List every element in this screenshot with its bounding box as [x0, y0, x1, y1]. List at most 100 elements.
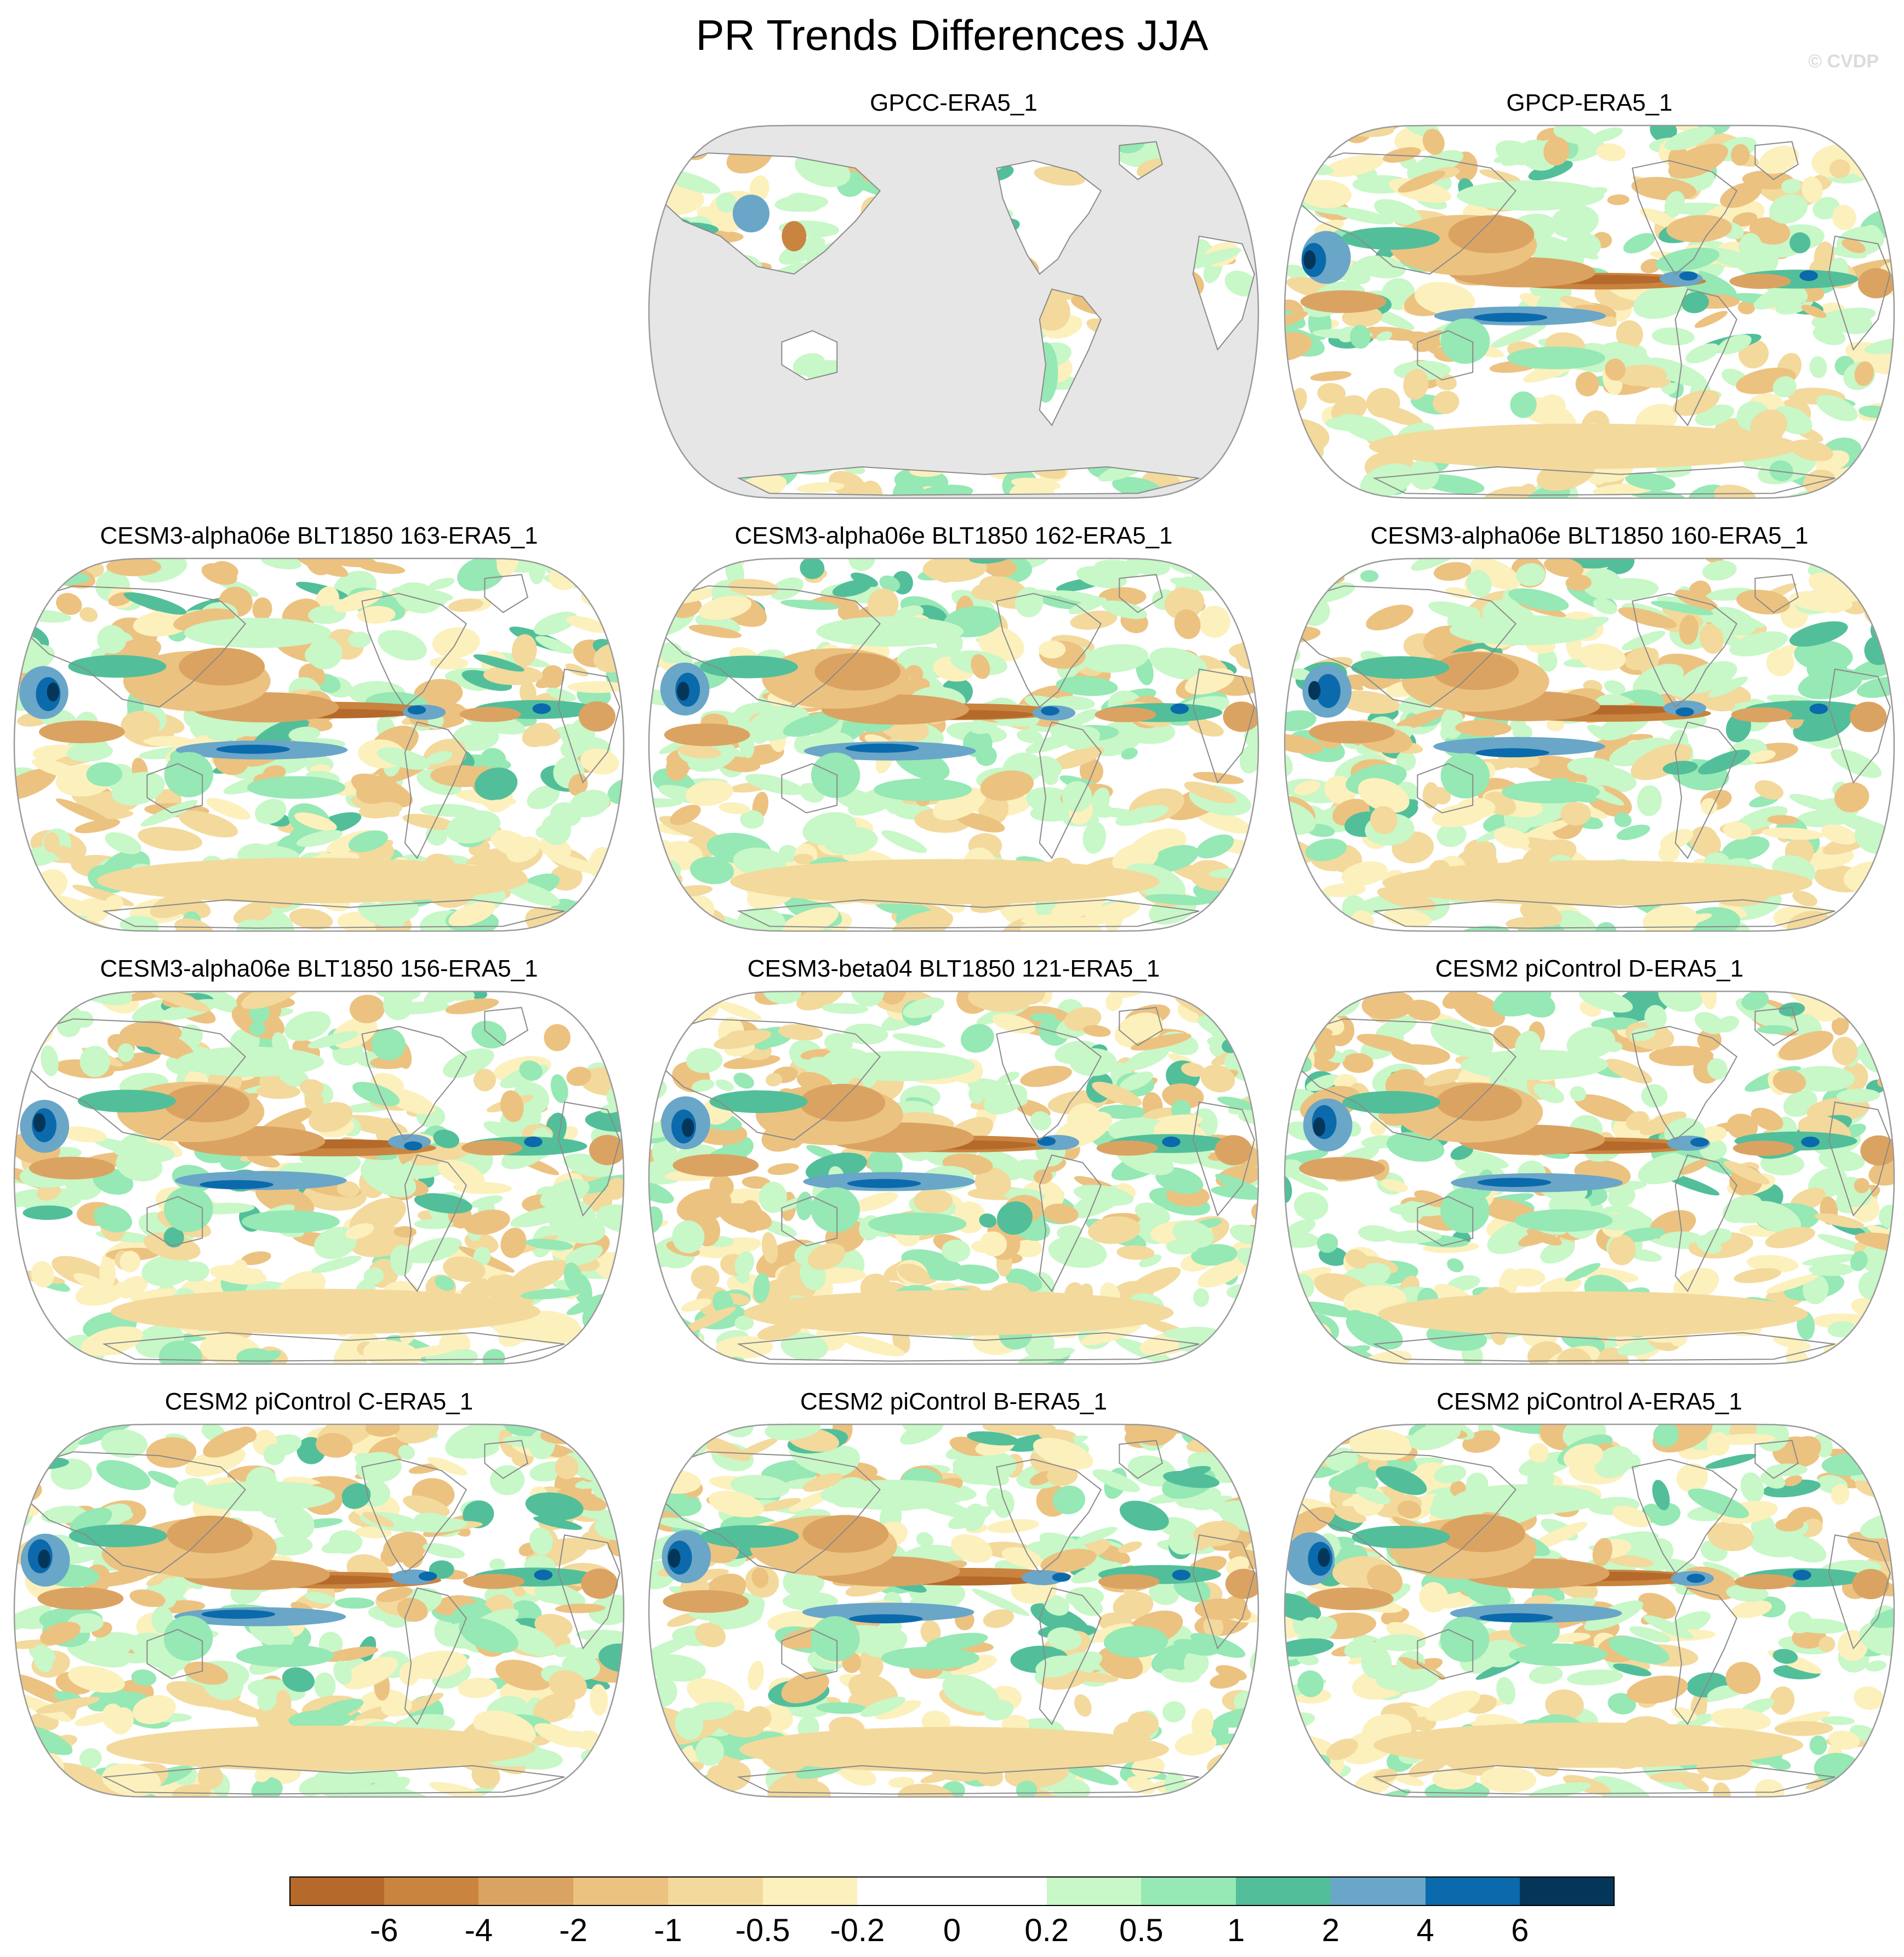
precip-blob: [649, 1424, 679, 1451]
greenland-coastline: [1754, 574, 1799, 613]
precip-blob: [1397, 1500, 1422, 1519]
precip-blob: [1789, 232, 1811, 254]
precip-blob: [1092, 1081, 1142, 1106]
precip-blob: [1355, 1486, 1391, 1504]
precip-blob: [533, 1516, 583, 1530]
precip-blob: [358, 802, 402, 819]
precip-blob: [1127, 1711, 1159, 1736]
precip-blob: [362, 1511, 395, 1527]
precip-blob: [1064, 1007, 1102, 1031]
precip-blob: [1175, 1732, 1217, 1756]
precip-blob: [1529, 1665, 1563, 1684]
coastlines: [24, 1007, 620, 1362]
precip-blob: [1411, 558, 1462, 571]
panel-title: CESM3-alpha06e BLT1850 160-ERA5_1: [1370, 522, 1809, 549]
precip-blob: [1070, 611, 1118, 630]
precip-blob: [1217, 1096, 1257, 1110]
precip-blob: [588, 1744, 624, 1775]
precip-blob: [1251, 1202, 1258, 1222]
precip-blob: [1831, 1015, 1849, 1036]
precip-blob: [355, 1452, 402, 1483]
coastlines: [658, 574, 1255, 929]
precip-blob: [1591, 127, 1623, 142]
precip-blob: [567, 1647, 595, 1670]
colorbar-box: [1520, 1876, 1615, 1906]
north-america-coastline: [361, 1025, 468, 1141]
precip-blob: [1422, 782, 1440, 809]
precip-blob: [745, 774, 804, 795]
precip-blob: [528, 727, 560, 746]
antarctica-coastline: [737, 1332, 1200, 1362]
precip-blob: [1637, 785, 1662, 817]
precip-blob: [1769, 212, 1798, 224]
precip-blob: [1714, 1434, 1776, 1445]
precip-feature: [816, 616, 964, 647]
precip-blob: [1345, 1249, 1369, 1269]
precip-blob: [138, 826, 202, 851]
precip-blob: [967, 1431, 1019, 1446]
africa-coastline: [1828, 668, 1891, 784]
greenland-coastline: [484, 1440, 528, 1479]
precip-blob: [1068, 597, 1107, 614]
colorbar-tick-label: -1: [654, 1913, 682, 1948]
precip-blob: [1285, 1638, 1334, 1657]
precip-blob: [803, 1473, 843, 1492]
colorbar-tick-label: 6: [1511, 1913, 1529, 1948]
precip-blob: [1707, 1685, 1734, 1699]
precip-blob: [1623, 233, 1655, 254]
precip-blob: [1299, 180, 1352, 208]
precip-blob: [1325, 1447, 1359, 1471]
precip-blob: [1874, 1011, 1894, 1026]
precip-blob: [1765, 1226, 1815, 1248]
precip-blob: [461, 670, 512, 691]
precip-feature: [241, 1210, 340, 1233]
precip-feature: [1731, 707, 1793, 723]
precip-blob: [715, 1001, 762, 1020]
precip-blob: [1676, 125, 1711, 131]
precip-blob: [565, 663, 589, 677]
precip-blob: [598, 1746, 624, 1778]
precip-blob: [61, 1126, 107, 1143]
panel-title: GPCP-ERA5_1: [1506, 89, 1673, 116]
precip-blob: [971, 583, 1004, 600]
precip-blob: [1285, 574, 1315, 601]
precip-feature: [1475, 748, 1549, 757]
precip-feature: [459, 706, 521, 722]
precip-blob: [497, 558, 520, 577]
cvdp-watermark: © CVDP: [1808, 51, 1879, 72]
precip-blob: [1200, 1424, 1235, 1440]
precip-blob: [920, 1771, 955, 1784]
precip-blob: [1696, 1235, 1721, 1254]
precip-blob: [1184, 1650, 1209, 1676]
australia-coastline: [1417, 1196, 1474, 1247]
greenland-coastline: [1119, 574, 1163, 613]
precip-feature: [663, 1590, 749, 1613]
precip-feature: [1449, 615, 1597, 646]
africa-coastline: [557, 1534, 620, 1650]
precip-feature: [802, 1515, 889, 1553]
precip-blob: [1766, 649, 1794, 676]
precip-blob: [1162, 1701, 1186, 1722]
precip-blob: [1324, 155, 1384, 177]
precip-feature: [68, 655, 167, 678]
precip-blob: [1652, 1480, 1670, 1510]
map-outline: [648, 124, 1259, 499]
precip-blob: [316, 1433, 353, 1458]
precip-blob: [1850, 1353, 1894, 1364]
precip-blob: [533, 1693, 575, 1723]
precip-blob: [342, 1657, 398, 1690]
precip-blob: [1543, 558, 1584, 578]
precip-blob: [377, 748, 431, 770]
precip-blob: [565, 1245, 603, 1266]
australia-coastline: [1417, 330, 1474, 381]
africa-coastline: [1192, 1534, 1255, 1650]
precip-blob: [1850, 1251, 1868, 1271]
precip-blob: [1396, 751, 1416, 771]
precip-blob: [1360, 463, 1415, 498]
precip-blob: [452, 723, 499, 751]
precip-blob: [1856, 1328, 1894, 1356]
precip-blob: [1071, 1561, 1121, 1584]
greenland-coastline: [1754, 141, 1799, 180]
precip-blob: [1338, 414, 1394, 443]
precip-blob: [1047, 1627, 1082, 1651]
